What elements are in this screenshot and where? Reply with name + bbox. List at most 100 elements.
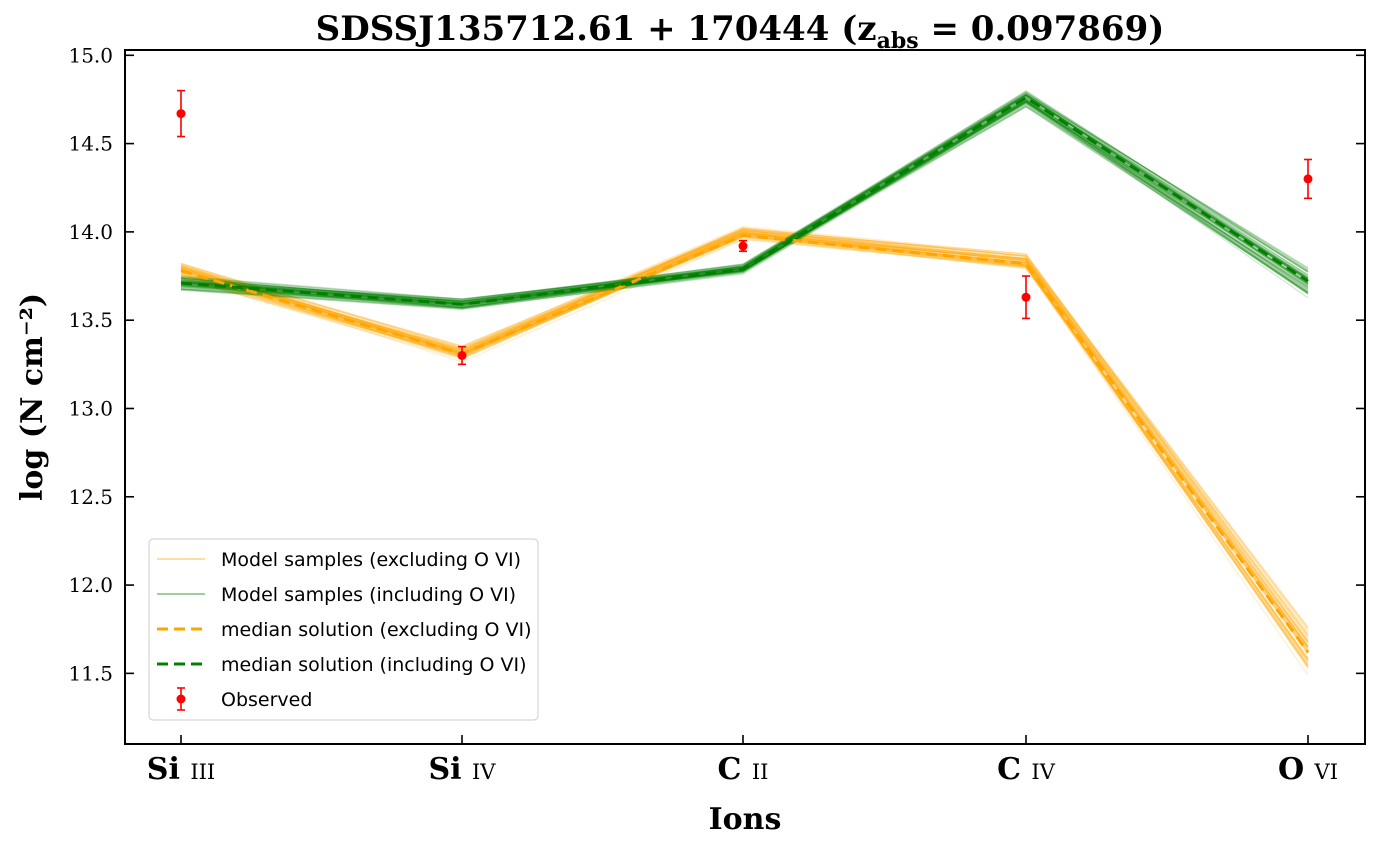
sample-line — [180, 93, 1309, 301]
median-lines-layer — [180, 95, 1310, 654]
sample-line — [180, 237, 1309, 676]
sample-line — [180, 225, 1309, 632]
y-axis-label: log (N cm⁻²) — [15, 293, 50, 501]
legend-item: median solution (excluding O VI) — [157, 619, 531, 641]
y-tick-label: 14.5 — [68, 132, 113, 156]
sample-line — [180, 231, 1309, 651]
sample-line — [180, 229, 1309, 643]
sample-line — [180, 103, 1309, 309]
sample-line — [180, 230, 1309, 640]
sample-line — [180, 101, 1309, 309]
sample-line — [180, 100, 1309, 306]
sample-line — [180, 92, 1309, 303]
x-tick-label: Si III — [147, 752, 215, 787]
sample-line — [180, 94, 1309, 301]
plot-frame — [124, 49, 1366, 745]
sample-line — [180, 231, 1309, 643]
sample-line — [180, 232, 1309, 663]
sample-line — [180, 105, 1309, 307]
sample-line — [180, 238, 1309, 666]
y-tick-label: 12.5 — [68, 485, 113, 509]
observed-point — [1021, 275, 1031, 320]
sample-line — [180, 228, 1309, 643]
y-tick-label: 14.0 — [68, 220, 113, 244]
y-tick-label: 11.5 — [68, 661, 113, 685]
observed-points-layer — [176, 89, 1313, 366]
legend-label: median solution (including O VI) — [221, 654, 527, 676]
x-axis-label: Ions — [709, 802, 782, 837]
legend-frame — [148, 538, 539, 721]
sample-line — [180, 228, 1309, 635]
sample-line — [180, 232, 1309, 661]
legend-label: Observed — [221, 689, 312, 711]
legend-item: Model samples (excluding O VI) — [157, 549, 521, 571]
sample-line — [180, 103, 1309, 309]
sample-line — [180, 229, 1309, 652]
y-tick-label: 13.0 — [68, 396, 113, 420]
sample-line — [180, 232, 1309, 648]
sample-line — [180, 102, 1309, 309]
x-tick-label: C II — [718, 752, 769, 787]
sample-line — [180, 229, 1309, 644]
sample-line — [180, 96, 1309, 301]
legend-item: Model samples (including O VI) — [157, 584, 516, 606]
sample-line — [180, 93, 1309, 302]
sample-line — [180, 229, 1309, 630]
sample-line — [180, 100, 1309, 308]
sample-line — [180, 104, 1309, 307]
legend: Model samples (excluding O VI) Model samp… — [148, 538, 539, 721]
sample-line — [180, 228, 1309, 641]
samples-series-1 — [180, 90, 1309, 310]
sample-line — [180, 227, 1309, 651]
sample-line — [180, 105, 1309, 306]
sample-line — [180, 106, 1309, 309]
sample-line — [180, 95, 1309, 300]
y-tick-label: 15.0 — [68, 43, 113, 67]
x-axis: Si III Si IV C II C IV O VI — [147, 735, 1338, 787]
sample-line — [180, 233, 1309, 648]
sample-line — [180, 99, 1309, 309]
sample-line — [180, 101, 1309, 305]
sample-line — [180, 101, 1309, 308]
observed-point — [176, 89, 186, 138]
sample-line — [180, 230, 1309, 634]
sample-line — [180, 100, 1309, 308]
x-tick-label: C IV — [997, 752, 1056, 787]
sample-line — [180, 231, 1309, 668]
y-tick-label: 13.5 — [68, 308, 113, 332]
sample-line — [180, 238, 1309, 661]
sample-line — [180, 93, 1309, 302]
chart-title-text: SDSSJ135712.61 + 170444 (zabs = 0.097869… — [316, 9, 1165, 54]
sample-line — [180, 230, 1309, 628]
sample-line — [180, 100, 1309, 306]
x-tick-label: O VI — [1278, 752, 1338, 787]
sample-line — [180, 106, 1309, 309]
sample-line — [180, 90, 1309, 303]
y-axis: 11.5 12.0 12.5 13.0 13.5 14.0 14.5 15.0 — [68, 43, 1365, 685]
legend-label: Model samples (including O VI) — [221, 584, 516, 606]
y-tick-label: 12.0 — [68, 573, 113, 597]
sample-line — [180, 229, 1309, 628]
sample-line — [180, 228, 1309, 644]
chart-title: SDSSJ135712.61 + 170444 (zabs = 0.097869… — [316, 9, 1165, 54]
observed-point — [1303, 158, 1313, 200]
legend-label: Model samples (excluding O VI) — [221, 549, 521, 571]
legend-item: Observed — [176, 687, 312, 711]
observed-point — [457, 345, 467, 366]
legend-item: median solution (including O VI) — [157, 654, 527, 676]
x-tick-label: Si IV — [429, 752, 497, 787]
median-line-1 — [180, 95, 1309, 306]
sample-line — [180, 227, 1309, 637]
sample-line — [180, 101, 1309, 310]
sample-line — [180, 100, 1309, 307]
sample-line — [180, 95, 1309, 307]
observed-point — [738, 239, 748, 253]
sample-line — [180, 90, 1309, 303]
legend-label: median solution (excluding O VI) — [221, 619, 531, 641]
median-line-0 — [180, 233, 1310, 654]
sample-line — [180, 91, 1309, 302]
sample-line — [180, 102, 1309, 310]
sample-line — [180, 231, 1309, 636]
sample-line — [180, 98, 1309, 308]
